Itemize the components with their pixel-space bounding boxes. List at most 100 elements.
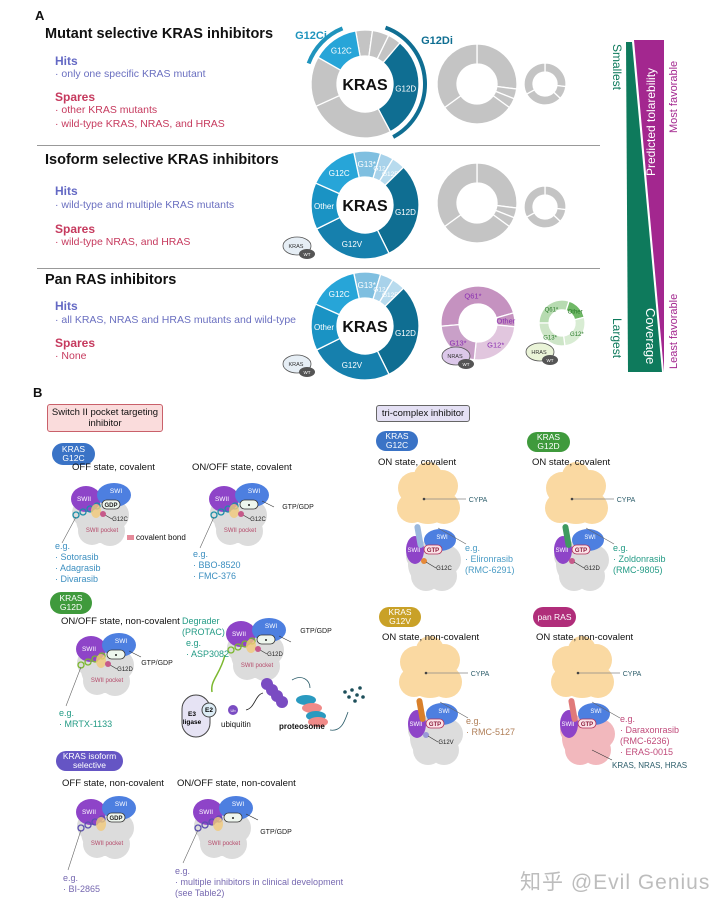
e2-label: E2 [205, 707, 213, 714]
wt-label: WT [463, 362, 470, 367]
badge-label: HRAS [531, 350, 547, 356]
leader [67, 829, 82, 871]
g12di-label: G12Di [421, 35, 453, 47]
g12ci-label: G12Ci [295, 30, 327, 42]
cypa-body [545, 493, 575, 523]
e3-label: E3 [188, 711, 196, 718]
mutation-site [569, 558, 575, 564]
state-title: ON state, covalent [532, 457, 611, 468]
leader [278, 635, 292, 643]
scale-most-favorable: Most favorable [668, 60, 680, 133]
mutation-label: G12C [250, 517, 266, 523]
swii-pocket-label: SWII pocket [224, 528, 257, 534]
nucleotide-dot [232, 817, 234, 819]
ras-body [100, 666, 130, 696]
swii-label: SWII [408, 548, 421, 554]
degraded-fragment [361, 695, 365, 699]
arrow [245, 692, 264, 711]
tolerability-wedge [634, 40, 664, 372]
scale-least-favorable: Least favorable [668, 293, 680, 369]
ras-body [429, 735, 459, 765]
donut-segment [376, 166, 420, 255]
coverage-wedge [626, 42, 662, 372]
segment-label: G13* [543, 336, 557, 342]
tri-complex-inhibitor [416, 698, 426, 722]
degraded-fragment [350, 688, 354, 692]
degraded-fragment [353, 699, 357, 703]
ras-body [575, 561, 605, 591]
donut-segment [440, 285, 515, 327]
cypa-body [582, 666, 614, 698]
gtp-label: GTP [581, 722, 593, 728]
donut-segment [317, 30, 361, 72]
wt-label: WT [304, 370, 311, 375]
swii-label: SWII [562, 722, 575, 728]
nucleotide-pocket [425, 718, 445, 729]
switch-ii-box: Switch II pocket targeting inhibitor [47, 404, 163, 432]
kras-donut: KRAS [342, 319, 388, 336]
segment-label: Other [568, 310, 583, 316]
segment-label: G13* [358, 281, 376, 290]
divider [37, 268, 600, 269]
ras-body [217, 829, 247, 859]
swi-label: SWI [590, 709, 602, 715]
cypa-label: CYPA [471, 671, 490, 678]
segment-label: Q61* [545, 307, 559, 313]
nucleotide-dot [248, 504, 250, 506]
pill-pan-ras: pan RAS [533, 607, 576, 627]
nucleotide-pocket [577, 718, 597, 729]
pill-kras-g12c: KRAS G12C [52, 443, 95, 465]
pan-targets-label: KRAS, NRAS, HRAS [612, 761, 688, 770]
hits-label: Hits [55, 299, 78, 313]
cypa-label: CYPA [469, 497, 488, 504]
examples-iso-onoff: e.g. · multiple inhibitors in clinical de… [175, 866, 344, 898]
swii-label: SWII [215, 496, 229, 503]
class-title-mutant: Mutant selective KRAS inhibitors [45, 26, 274, 42]
gtp-label: GTP [427, 548, 439, 554]
swii-label: SWII [82, 646, 96, 653]
segment-label: Other [314, 323, 334, 332]
scale-tolerability: Predicted tolarebility [644, 67, 658, 176]
mutation-label: G12D [267, 652, 283, 658]
hits-label: Hits [55, 54, 78, 68]
cypa-body [430, 666, 462, 698]
donut-segment [436, 162, 478, 228]
pill-kras-g12c: KRAS G12C [376, 431, 418, 451]
segment-label: G12D [395, 208, 416, 217]
inhibitor-ring [72, 511, 80, 519]
inhibitor-ring [201, 821, 209, 829]
swii-label: SWII [410, 722, 423, 728]
proteasome-icon [302, 703, 322, 713]
inhibitor-ring [79, 508, 87, 516]
mutation-site [255, 646, 261, 652]
leader [591, 701, 621, 719]
examples-g12c-onoff: e.g. · BBO-8520 · FMC-376 [193, 549, 241, 581]
ras-body [250, 651, 280, 681]
wt-tag [458, 359, 474, 369]
tri-complex-box: tri-complex inhibitor [376, 405, 470, 422]
leader [259, 649, 268, 655]
swii-label: SWII [77, 496, 91, 503]
examples-g12v-on: e.g. · RMC-5127 [466, 716, 516, 737]
swi-label: SWI [265, 623, 277, 630]
examples-pan-on: e.g. · Daraxonrasib (RMC-6236) · ERAS-0015 [620, 714, 680, 757]
switch-ii-box-label: Switch II pocket targeting inhibitor [51, 406, 159, 429]
segment-label: G12D [395, 84, 416, 93]
nucleotide-dot [115, 654, 117, 656]
inhibitor-ring [217, 508, 225, 516]
nucleotide-pocket [423, 544, 443, 555]
arrow [329, 711, 349, 731]
mutation-label: G12C [112, 517, 128, 523]
examples-g12d-onoff: e.g. · MRTX-1133 [59, 708, 113, 729]
state-title: OFF state, non-covalent [62, 778, 164, 789]
gtp-gdp-label: GTP/GDP [141, 660, 173, 667]
cypa-body [416, 636, 444, 664]
donut-segment [523, 185, 546, 219]
swii-label: SWII [556, 548, 569, 554]
ras-body [100, 829, 130, 859]
e2-enzyme [201, 702, 217, 718]
ubiquitin-icon [228, 705, 238, 715]
cypa-label: CYPA [617, 497, 636, 504]
degrader-label: Degrader (PROTAC) e.g. · ASP3082 [182, 616, 230, 659]
proteasome-icon [308, 717, 328, 727]
